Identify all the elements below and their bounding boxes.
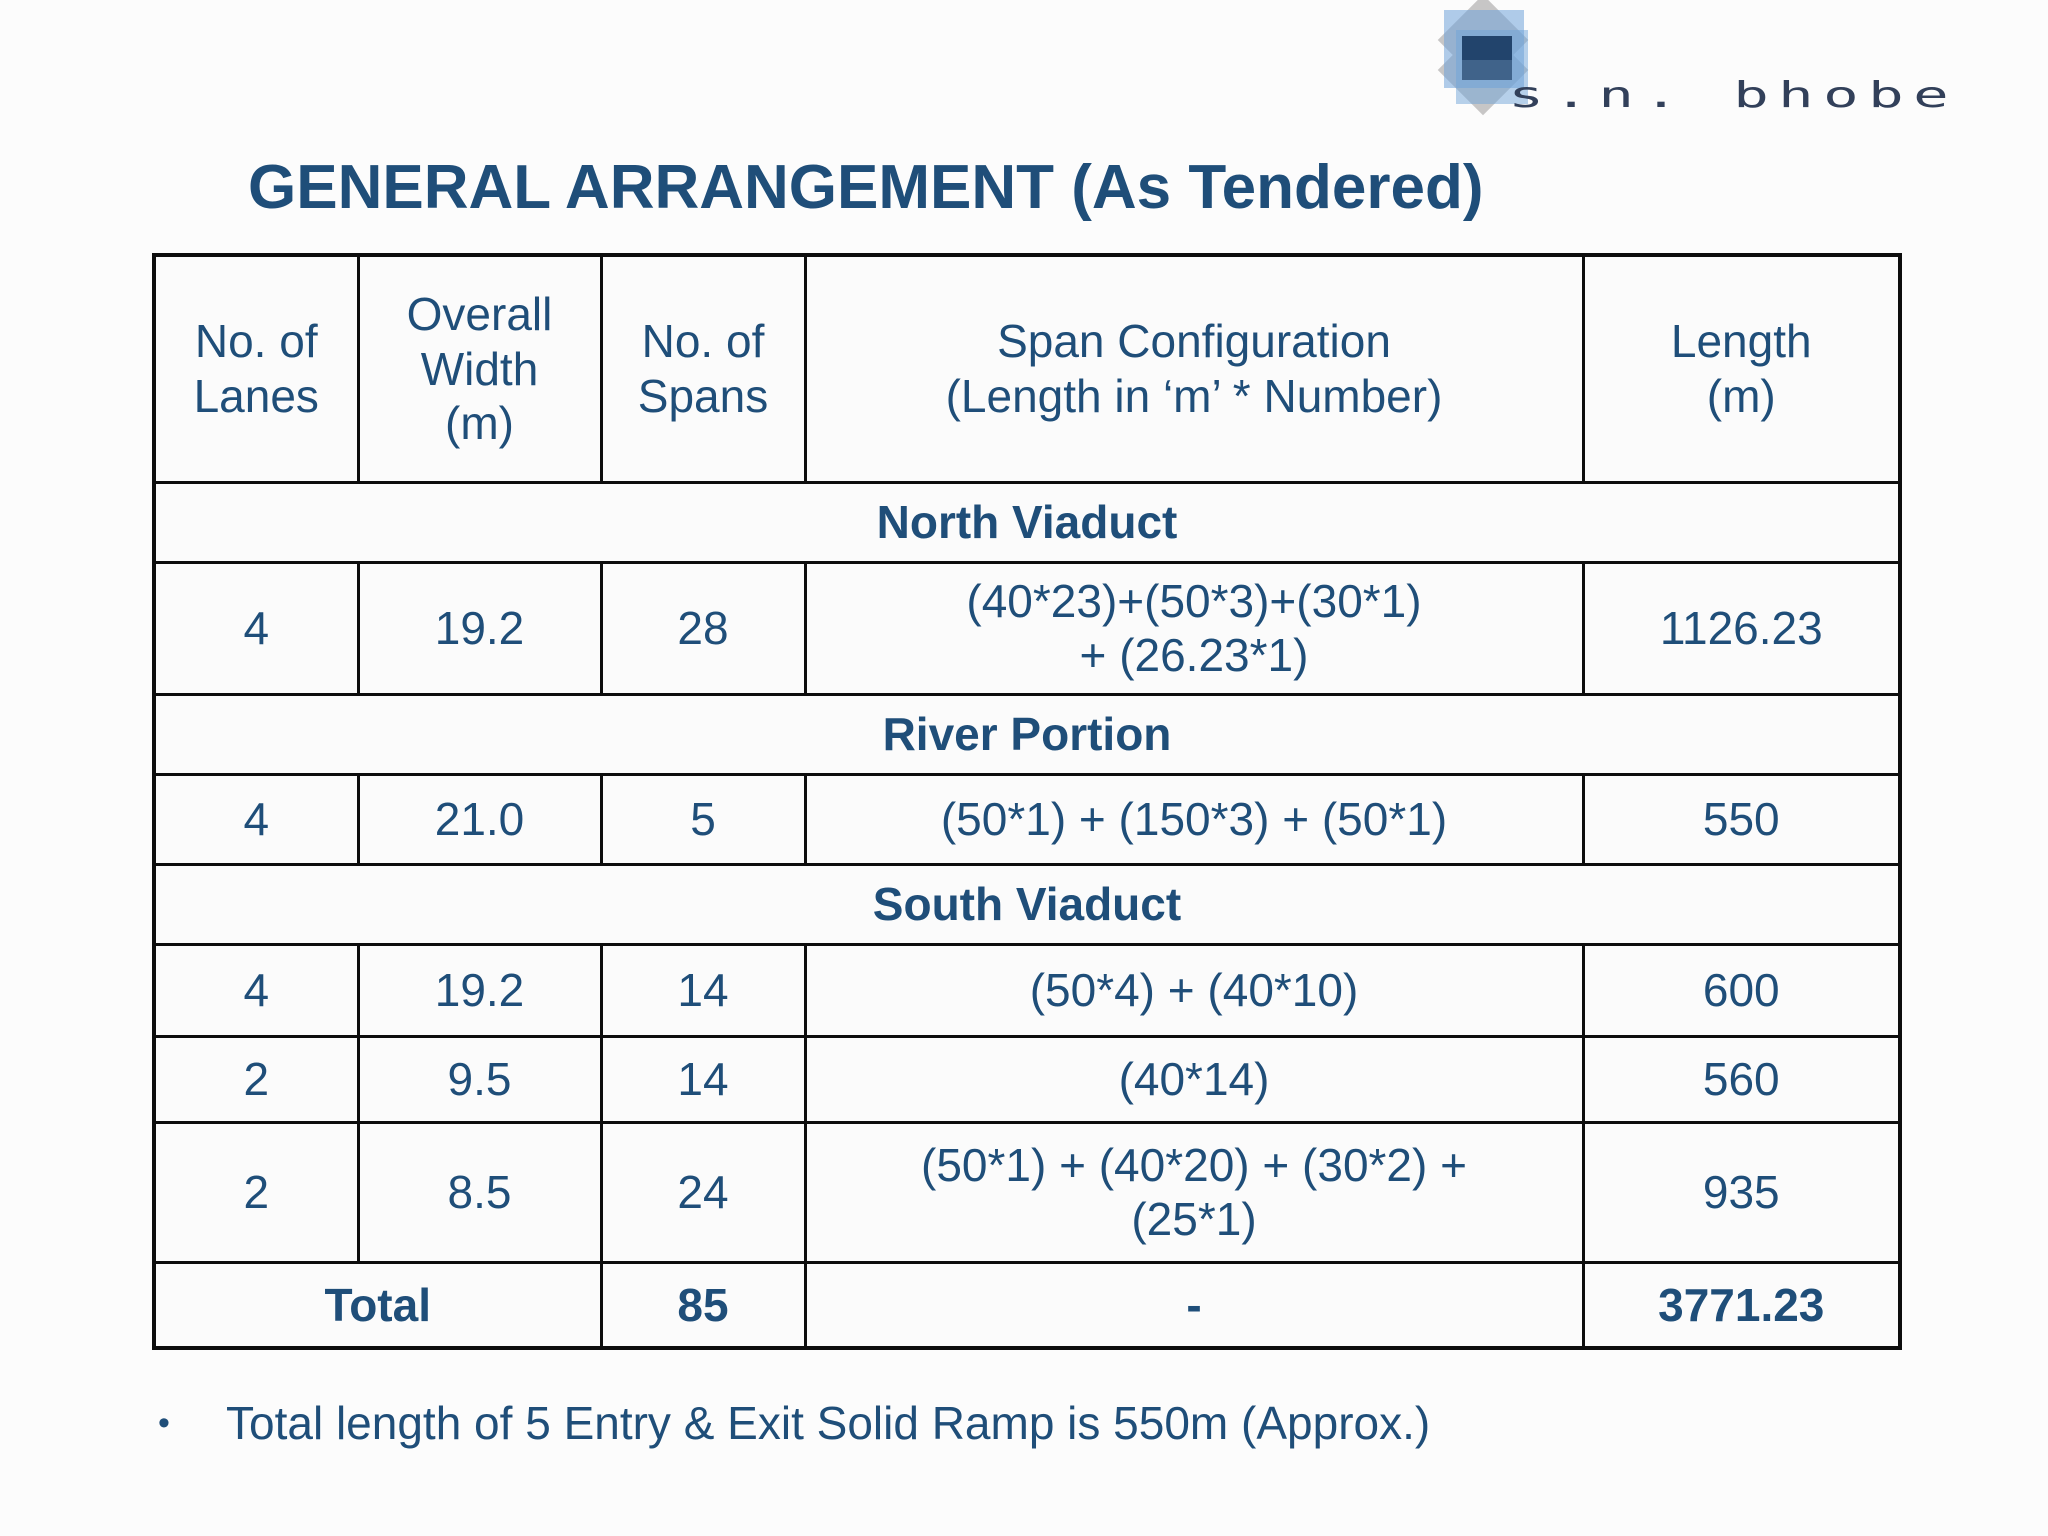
cell-config: (50*4) + (40*10) <box>803 942 1585 1038</box>
total-length: 3771.23 <box>1581 1260 1902 1350</box>
table-row: 4 21.0 5 (50*1) + (150*3) + (50*1) 550 <box>152 772 1902 866</box>
total-config: - <box>803 1260 1585 1350</box>
table-row: 2 9.5 14 (40*14) 560 <box>152 1034 1902 1124</box>
total-label: Total <box>152 1260 603 1350</box>
cell-length: 1126.23 <box>1581 560 1902 696</box>
section-row-south-viaduct: South Viaduct <box>152 862 1902 946</box>
cell-lanes: 4 <box>152 560 360 696</box>
cell-spans: 5 <box>599 772 807 866</box>
cell-length: 560 <box>1581 1034 1902 1124</box>
logo-core-shape <box>1462 36 1512 80</box>
table-header-row: No. of Lanes Overall Width (m) No. of Sp… <box>152 253 1902 484</box>
table-row: 2 8.5 24 (50*1) + (40*20) + (30*2) + (25… <box>152 1120 1902 1264</box>
header-text: (Length in ‘m’ * Number) <box>945 369 1443 422</box>
section-title: North Viaduct <box>152 480 1902 564</box>
cell-lanes: 4 <box>152 772 360 866</box>
cell-width: 21.0 <box>356 772 603 866</box>
footnote-text: Total length of 5 Entry & Exit Solid Ram… <box>226 1397 1431 1449</box>
bullet-icon: • <box>158 1404 170 1442</box>
cell-spans: 14 <box>599 1034 807 1124</box>
header-text: (m) <box>445 396 514 449</box>
cell-spans: 14 <box>599 942 807 1038</box>
slide-title: GENERAL ARRANGEMENT (As Tendered) <box>248 153 1484 222</box>
cell-width: 19.2 <box>356 942 603 1038</box>
header-text: No. of <box>194 315 318 368</box>
footnote: • Total length of 5 Entry & Exit Solid R… <box>158 1396 1430 1450</box>
header-span-configuration: Span Configuration (Length in ‘m’ * Numb… <box>803 253 1585 484</box>
header-spans: No. of Spans <box>599 253 807 484</box>
section-title: River Portion <box>152 692 1902 776</box>
config-text: (25*1) <box>1131 1193 1257 1245</box>
header-text: Width <box>420 342 539 395</box>
total-row: Total 85 - 3771.23 <box>152 1260 1902 1350</box>
cell-config: (40*14) <box>803 1034 1585 1124</box>
header-text: Spans <box>637 369 769 422</box>
header-width: Overall Width (m) <box>356 253 603 484</box>
table-row: 4 19.2 28 (40*23)+(50*3)+(30*1) + (26.23… <box>152 560 1902 696</box>
header-text: Lanes <box>193 369 319 422</box>
config-text: (40*23)+(50*3)+(30*1) <box>966 574 1422 627</box>
section-row-river-portion: River Portion <box>152 692 1902 776</box>
general-arrangement-table: No. of Lanes Overall Width (m) No. of Sp… <box>152 253 1902 1350</box>
header-text: Span Configuration <box>997 315 1391 368</box>
header-text: No. of <box>641 315 765 368</box>
company-logo: s.n. bhobe <box>1398 0 1958 140</box>
cell-lanes: 4 <box>152 942 360 1038</box>
cell-config: (40*23)+(50*3)+(30*1) + (26.23*1) <box>803 560 1585 696</box>
cell-spans: 28 <box>599 560 807 696</box>
header-lanes: No. of Lanes <box>152 253 360 484</box>
total-spans: 85 <box>599 1260 807 1350</box>
cell-length: 550 <box>1581 772 1902 866</box>
cell-width: 8.5 <box>356 1120 603 1264</box>
table-row: 4 19.2 14 (50*4) + (40*10) 600 <box>152 942 1902 1038</box>
logo-wordmark: s.n. bhobe <box>1508 74 1958 116</box>
cell-config: (50*1) + (150*3) + (50*1) <box>803 772 1585 866</box>
cell-length: 935 <box>1581 1120 1902 1264</box>
config-text: (50*1) + (40*20) + (30*2) + <box>921 1138 1467 1191</box>
cell-width: 19.2 <box>356 560 603 696</box>
header-text: (m) <box>1706 369 1776 422</box>
cell-length: 600 <box>1581 942 1902 1038</box>
logo-cube-icon <box>1418 0 1548 120</box>
header-length: Length (m) <box>1581 253 1902 484</box>
header-text: Length <box>1670 315 1812 368</box>
cell-spans: 24 <box>599 1120 807 1264</box>
section-row-north-viaduct: North Viaduct <box>152 480 1902 564</box>
cell-config: (50*1) + (40*20) + (30*2) + (25*1) <box>803 1120 1585 1264</box>
config-text: + (26.23*1) <box>1079 629 1309 681</box>
section-title: South Viaduct <box>152 862 1902 946</box>
cell-lanes: 2 <box>152 1120 360 1264</box>
cell-width: 9.5 <box>356 1034 603 1124</box>
header-text: Overall <box>406 288 553 341</box>
cell-lanes: 2 <box>152 1034 360 1124</box>
